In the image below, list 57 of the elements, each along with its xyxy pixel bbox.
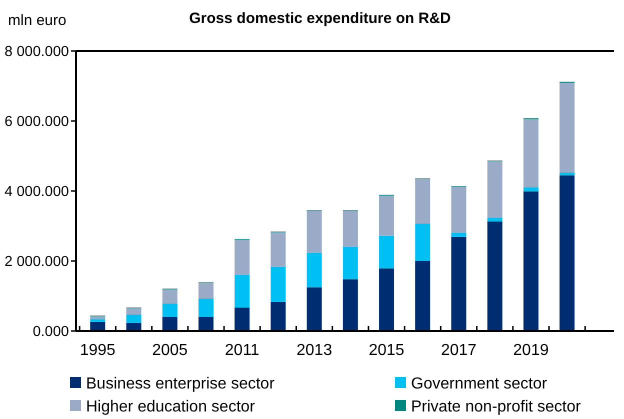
y-tick-label: 4 000.000 [4,184,69,200]
chart-title: Gross domestic expenditure on R&D [189,10,452,27]
bar [90,319,106,322]
legend-label: Private non-profit sector [411,398,582,416]
x-tick-label: 2019 [513,342,549,359]
bar [560,82,575,172]
bar [306,252,322,288]
x-tick-label: 2011 [224,342,260,359]
bar [487,161,502,218]
bar [342,246,358,280]
x-tick-label: 2015 [368,342,404,359]
bar [560,175,575,331]
bar [306,210,322,253]
bar [234,240,250,275]
x-tick-label: 2013 [296,342,332,359]
bar [342,210,358,247]
bar [342,279,358,331]
bar [451,186,466,233]
x-tick-label: 1995 [80,342,116,359]
bar [379,268,394,331]
bar [234,308,250,331]
bar [126,314,142,323]
bar [270,266,286,302]
x-tick-label: 2017 [440,342,477,359]
bar [162,289,178,304]
bar [162,303,178,317]
bar [270,302,286,331]
bar [162,317,178,331]
legend-label: Business enterprise sector [86,376,276,393]
bar [198,283,214,298]
x-tick-label: 2005 [152,342,188,359]
y-tick-label: 6 000.000 [4,114,69,130]
bar [415,179,430,224]
y-tick-label: 0.000 [32,324,69,340]
bar [415,261,430,331]
bar [198,317,214,331]
bar [415,224,430,261]
y-tick-label: 8 000.000 [4,44,69,60]
bar [198,298,214,317]
y-tick-label: 2 000.000 [4,254,69,270]
bar [487,218,502,222]
bar [451,233,466,237]
bar [451,236,466,331]
bar [234,274,250,308]
bar [379,236,394,268]
bar [523,119,538,188]
bar [523,191,538,331]
bar [379,196,394,236]
bar [270,232,286,267]
legend-label: Higher education sector [86,398,256,416]
bar [126,308,142,315]
bar [487,221,502,331]
bar [306,287,322,331]
legend-label: Government sector [411,376,548,393]
bar [560,172,575,176]
bar [523,187,538,192]
y-axis-title: mln euro [8,12,66,29]
